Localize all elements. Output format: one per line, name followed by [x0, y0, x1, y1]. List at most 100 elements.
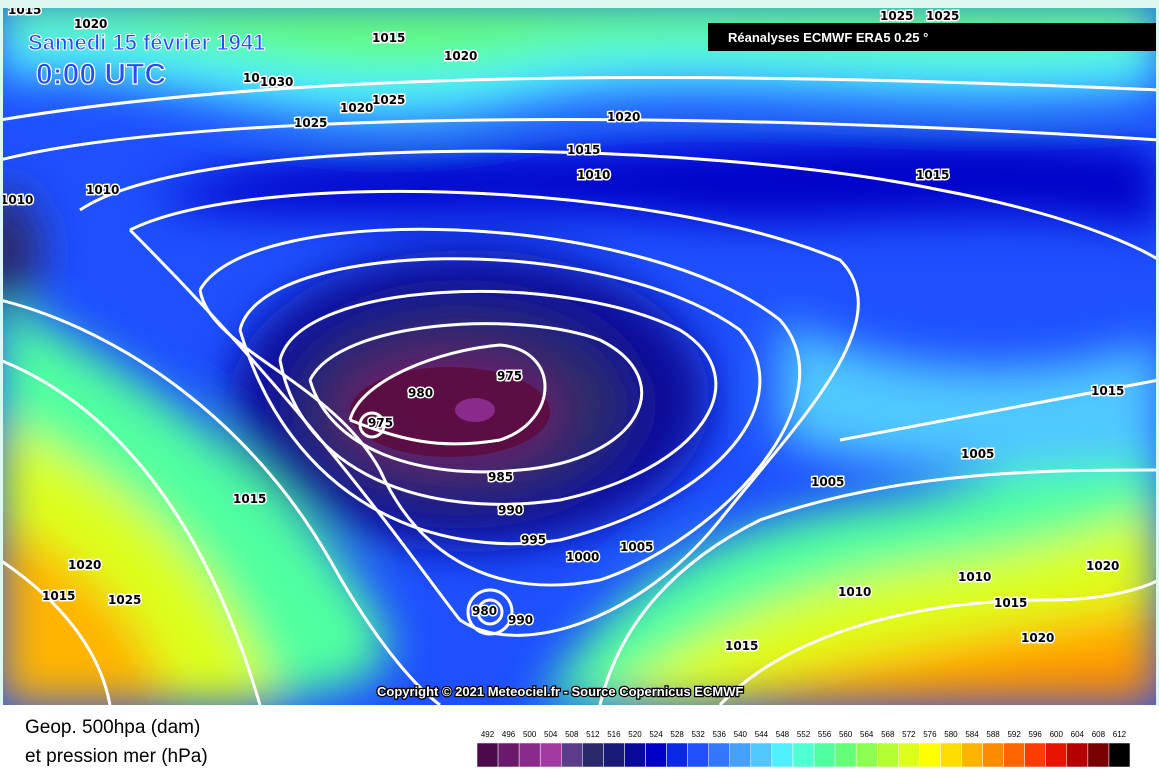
color-swatch — [1108, 742, 1131, 768]
isobar-label: 1015 — [1091, 384, 1124, 398]
color-swatch — [518, 742, 541, 768]
scale-label: 560 — [839, 730, 853, 739]
source: Réanalyses ECMWF ERA5 0.25 ° — [728, 30, 928, 45]
time: 0:00 UTC — [36, 58, 166, 91]
scale-label: 504 — [544, 730, 558, 739]
isobar-label: 980 — [472, 604, 497, 618]
isobar-label: 1010 — [0, 193, 33, 207]
color-swatch — [1024, 742, 1046, 768]
isobar-label: 990 — [498, 503, 523, 517]
isobar-label: 995 — [521, 533, 546, 547]
isobar-label: 1025 — [372, 93, 405, 107]
isobar-label: 1005 — [811, 475, 844, 489]
color-swatch — [708, 742, 731, 768]
color-swatch — [476, 742, 499, 768]
isobar-label: 1005 — [961, 447, 994, 461]
scale-label: 492 — [481, 730, 495, 739]
scale-label: 532 — [691, 730, 705, 739]
isobar-label: 1025 — [926, 9, 959, 23]
color-swatch — [919, 742, 941, 768]
color-swatch — [940, 742, 962, 768]
isobar-label: 1015 — [372, 31, 405, 45]
isobar-label: 1000 — [566, 550, 599, 564]
color-swatch — [982, 742, 1004, 768]
color-swatch — [1087, 742, 1110, 768]
isobar-label: 980 — [408, 386, 433, 400]
isobar-label: 975 — [497, 369, 522, 383]
source-box — [708, 23, 1156, 51]
isobar-label: 1015 — [916, 168, 949, 182]
scale-label: 552 — [797, 730, 811, 739]
color-swatch — [1066, 742, 1089, 768]
color-swatch — [750, 742, 773, 768]
isobar-label: 1025 — [108, 593, 141, 607]
color-swatch — [834, 742, 857, 768]
isobar-label: 1010 — [577, 168, 610, 182]
isobar-label: 1020 — [1086, 559, 1119, 573]
color-swatch — [876, 742, 899, 768]
isobar-label: 990 — [508, 613, 533, 627]
scale-label: 596 — [1029, 730, 1043, 739]
scale-label: 544 — [755, 730, 769, 739]
color-swatch — [729, 742, 752, 768]
scale-label: 576 — [923, 730, 937, 739]
isobar-label: 1030 — [260, 75, 293, 89]
isobar-label: 1025 — [880, 9, 913, 23]
isobar-label: 1010 — [838, 585, 871, 599]
scale-label: 588 — [986, 730, 1000, 739]
scale-label: 572 — [902, 730, 916, 739]
color-swatch — [497, 742, 520, 768]
copyright: Copyright © 2021 Meteociel.fr - Source C… — [377, 684, 743, 699]
color-swatch — [666, 742, 688, 768]
color-swatch — [1045, 742, 1068, 768]
scale-label: 604 — [1071, 730, 1085, 739]
color-swatch — [1003, 742, 1025, 768]
isobar-label: 1010 — [86, 183, 119, 197]
color-swatch — [624, 742, 646, 768]
color-swatch — [813, 742, 836, 768]
color-swatch — [561, 742, 583, 768]
color-swatch — [792, 742, 815, 768]
isobar-label: 1020 — [340, 101, 373, 115]
scale-label: 608 — [1092, 730, 1106, 739]
color-swatch — [687, 742, 709, 768]
isobar-label: 1025 — [294, 116, 327, 130]
color-swatch — [582, 742, 604, 768]
date: Samedi 15 février 1941 — [28, 30, 265, 55]
isobar-label: 985 — [488, 470, 513, 484]
isobar-label: 1015 — [42, 589, 75, 603]
scale-label: 548 — [776, 730, 790, 739]
scale-label: 592 — [1007, 730, 1021, 739]
scale-label: 512 — [586, 730, 600, 739]
scale-label: 584 — [965, 730, 979, 739]
scale-label: 516 — [607, 730, 621, 739]
isobar-label: 1015 — [994, 596, 1027, 610]
color-swatch — [898, 742, 920, 768]
isobars — [3, 76, 1156, 705]
isobar-label: 1020 — [68, 558, 101, 572]
scale-label: 520 — [628, 730, 642, 739]
colorbar: 492 496 500 504 508 512 516 520 524 528 532 536 540 5… — [476, 730, 1131, 768]
scale-label: 508 — [565, 730, 579, 739]
isobar-label: 1020 — [444, 49, 477, 63]
legend-title: et pression mer (hPa) — [25, 746, 208, 767]
isobar-label: 1015 — [8, 3, 41, 17]
color-swatch — [603, 742, 625, 768]
scale-label: 540 — [734, 730, 748, 739]
scale-label: 500 — [523, 730, 537, 739]
legend-title: Geop. 500hpa (dam) — [25, 717, 200, 738]
isobar-label: 10 — [243, 71, 260, 85]
scale-label: 524 — [649, 730, 663, 739]
isobar-label: 1020 — [1021, 631, 1054, 645]
scale-label: 568 — [881, 730, 895, 739]
color-swatch — [961, 742, 983, 768]
scale-label: 528 — [670, 730, 684, 739]
isobar-label: 1015 — [725, 639, 758, 653]
isobar-label: 975 — [368, 416, 393, 430]
color-swatch — [855, 742, 878, 768]
scale-label: 556 — [818, 730, 832, 739]
color-swatch — [771, 742, 794, 768]
